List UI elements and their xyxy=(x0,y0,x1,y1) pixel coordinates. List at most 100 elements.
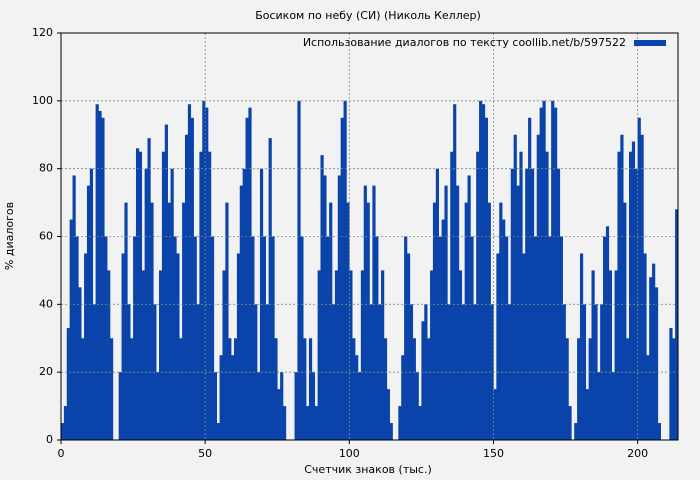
y-tick-label: 20 xyxy=(39,365,53,378)
bar xyxy=(372,185,376,440)
bar xyxy=(649,277,653,440)
bar xyxy=(280,372,284,440)
y-tick-label: 80 xyxy=(39,162,53,175)
bar xyxy=(133,236,137,440)
bar xyxy=(487,202,491,440)
bar xyxy=(294,372,298,440)
bar xyxy=(173,236,177,440)
bar xyxy=(86,185,91,440)
y-tick-label: 40 xyxy=(39,297,53,310)
bar xyxy=(107,270,111,440)
bar xyxy=(205,107,209,440)
bar xyxy=(357,372,362,440)
bar xyxy=(257,372,261,440)
bar xyxy=(135,148,140,441)
bar xyxy=(193,236,197,440)
bar xyxy=(170,168,174,440)
bar xyxy=(323,175,327,440)
bar xyxy=(219,355,223,440)
bar xyxy=(464,202,468,440)
bar xyxy=(565,338,569,440)
bar xyxy=(265,304,269,440)
bar xyxy=(254,304,258,440)
bar xyxy=(222,270,226,440)
bar xyxy=(427,338,431,440)
bar xyxy=(251,236,255,440)
bar xyxy=(675,209,679,440)
bar xyxy=(124,202,128,440)
bar xyxy=(585,389,589,440)
bar xyxy=(306,406,310,440)
bar xyxy=(262,236,267,440)
bar xyxy=(208,151,212,441)
bar xyxy=(66,328,70,440)
bar xyxy=(536,134,540,440)
bar xyxy=(283,406,287,440)
bar xyxy=(78,287,82,440)
bar xyxy=(199,151,203,441)
bar xyxy=(654,287,659,440)
bar xyxy=(409,304,414,440)
y-tick-label: 120 xyxy=(32,26,53,39)
bar xyxy=(176,253,180,440)
bar xyxy=(277,389,281,440)
bar xyxy=(202,100,206,440)
bar xyxy=(481,104,486,440)
bar xyxy=(458,270,463,440)
bar xyxy=(375,236,379,440)
bar xyxy=(352,338,356,440)
bar xyxy=(533,236,538,440)
bar xyxy=(110,338,114,440)
bar xyxy=(346,202,350,440)
bar xyxy=(268,138,272,440)
bar xyxy=(502,219,506,440)
bar xyxy=(72,175,76,440)
bar xyxy=(236,253,241,440)
bar xyxy=(228,338,232,440)
bar xyxy=(231,355,235,440)
bar xyxy=(360,270,365,440)
bar xyxy=(620,134,624,440)
bar xyxy=(438,236,442,440)
bar xyxy=(447,304,451,440)
bar xyxy=(597,372,601,440)
bar xyxy=(669,328,673,440)
bar xyxy=(519,151,523,441)
bar xyxy=(69,219,73,440)
bar xyxy=(591,270,595,440)
bar xyxy=(643,253,647,440)
y-tick-label: 60 xyxy=(39,230,53,243)
bar xyxy=(271,236,275,440)
bar xyxy=(248,107,252,440)
bar xyxy=(528,117,532,441)
bar xyxy=(455,185,460,440)
bar xyxy=(317,270,321,440)
bar xyxy=(568,406,572,440)
bar xyxy=(657,423,662,440)
bar xyxy=(184,134,189,440)
bar xyxy=(138,151,143,441)
bar xyxy=(381,270,385,440)
bar xyxy=(343,100,347,440)
bar xyxy=(623,202,627,440)
x-tick-label: 200 xyxy=(627,447,648,460)
bar xyxy=(513,134,517,440)
bar xyxy=(334,270,339,440)
bar xyxy=(130,338,134,440)
bar xyxy=(626,338,630,440)
bar xyxy=(167,202,171,440)
bar xyxy=(634,168,638,440)
bar xyxy=(432,202,437,440)
bar xyxy=(141,270,145,440)
bar xyxy=(225,202,229,440)
bar xyxy=(450,151,454,441)
bar xyxy=(614,270,618,440)
bar xyxy=(101,117,105,441)
bar xyxy=(389,423,393,440)
bar xyxy=(245,117,249,441)
y-tick-label: 100 xyxy=(32,94,53,107)
y-axis-label: % диалогов xyxy=(3,202,16,270)
bar xyxy=(539,107,543,440)
bar xyxy=(337,175,341,440)
bar xyxy=(311,372,316,440)
